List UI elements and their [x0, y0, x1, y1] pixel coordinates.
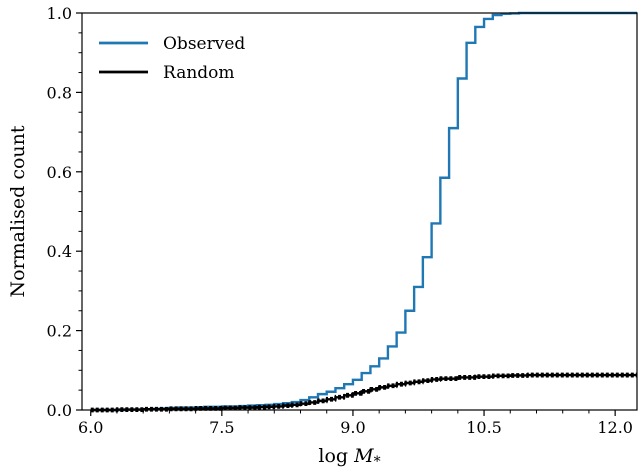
- x-tick-label: 10.5: [466, 418, 502, 437]
- x-tick-label: 6.0: [78, 418, 103, 437]
- y-axis-label: Normalised count: [7, 125, 29, 297]
- legend-label-random: Random: [163, 63, 235, 83]
- plot-series: [90, 11, 637, 413]
- series-random-band-lower: [90, 375, 637, 413]
- y-tick-label: 0.0: [47, 401, 72, 420]
- x-axis-label: log M*: [318, 445, 380, 470]
- y-tick-label: 0.2: [47, 322, 72, 341]
- y-tick-label: 0.8: [47, 83, 72, 102]
- y-axis: 0.0 0.2 0.4 0.6 0.8 1.0: [47, 4, 82, 420]
- y-tick-label: 1.0: [47, 4, 72, 23]
- x-tick-label: 12.0: [597, 418, 633, 437]
- x-tick-label: 7.5: [209, 418, 234, 437]
- x-tick-label: 9.0: [340, 418, 365, 437]
- y-tick-label: 0.4: [47, 242, 72, 261]
- legend: Observed Random: [99, 34, 245, 83]
- x-axis: 6.0 7.5 9.0 10.5 12.0: [78, 410, 633, 437]
- legend-label-observed: Observed: [163, 34, 245, 54]
- y-tick-label: 0.6: [47, 163, 72, 182]
- series-random-line: [90, 373, 637, 412]
